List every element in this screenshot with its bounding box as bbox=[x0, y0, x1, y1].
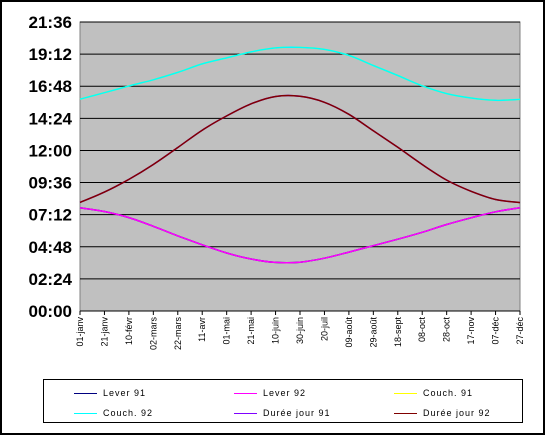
x-tick-label: 21-janv bbox=[99, 317, 109, 347]
x-tick-label: 01-mai bbox=[222, 317, 232, 345]
legend-item-couch-91: Couch. 91 bbox=[394, 386, 473, 400]
y-tick-label: 12:00 bbox=[29, 141, 72, 160]
x-tick-label: 20-juil bbox=[319, 317, 329, 341]
x-tick-label: 29-août bbox=[368, 317, 378, 348]
legend-swatch bbox=[234, 412, 257, 414]
x-tick-label: 08-oct bbox=[417, 317, 427, 343]
legend-label: Durée jour 92 bbox=[423, 408, 491, 418]
y-tick-label: 21:36 bbox=[29, 13, 72, 32]
series-line-dur-e-jour-92 bbox=[79, 94, 521, 204]
series-line-couch-92 bbox=[79, 46, 521, 102]
x-tick-label: 17-nov bbox=[466, 317, 476, 345]
legend-item-couch-92: Couch. 92 bbox=[74, 406, 153, 420]
y-tick-label: 16:48 bbox=[29, 77, 72, 96]
y-tick-label: 19:12 bbox=[29, 45, 72, 64]
x-tick-label: 18-sept bbox=[393, 317, 403, 348]
y-tick-label: 07:12 bbox=[29, 206, 72, 225]
y-tick-label: 14:24 bbox=[29, 109, 73, 128]
legend-item-lever-91: Lever 91 bbox=[74, 386, 146, 400]
legend-label: Couch. 91 bbox=[423, 388, 474, 398]
legend-label: Couch. 92 bbox=[103, 408, 154, 418]
legend-swatch bbox=[74, 392, 97, 394]
x-tick-label: 22-mars bbox=[173, 317, 183, 351]
x-tick-label: 09-août bbox=[344, 317, 354, 348]
y-tick-label: 09:36 bbox=[29, 174, 72, 193]
x-tick-label: 30-juin bbox=[295, 317, 305, 344]
legend-swatch bbox=[74, 412, 97, 414]
x-tick-label: 10-févr bbox=[124, 317, 134, 345]
legend-item-duree-jour-92: Durée jour 92 bbox=[394, 406, 491, 420]
x-tick-label: 02-mars bbox=[148, 317, 158, 351]
x-tick-label: 28-oct bbox=[442, 317, 452, 343]
y-tick-label: 04:48 bbox=[29, 238, 72, 257]
y-axis-ticks: 00:00 02:24 04:48 07:12 09:36 12:00 14:24 16:48… bbox=[29, 13, 73, 321]
legend-swatch bbox=[234, 392, 257, 394]
legend-label: Lever 91 bbox=[103, 388, 147, 398]
legend: Lever 91 Lever 92 Couch. 91 Couch. 92 Du… bbox=[43, 379, 523, 423]
x-tick-label: 01-janv bbox=[75, 317, 85, 347]
x-tick-label: 07-déc bbox=[491, 317, 501, 345]
legend-swatch bbox=[394, 412, 417, 414]
legend-label: Lever 92 bbox=[263, 388, 307, 398]
x-tick-label: 10-juin bbox=[271, 317, 281, 344]
series-lines bbox=[79, 46, 521, 264]
legend-label: Durée jour 91 bbox=[263, 408, 331, 418]
x-axis-ticks: 01-janv 21-janv 10-févr 02-mars 22-mars 11-av… bbox=[75, 311, 525, 350]
x-tick-label: 27-déc bbox=[515, 317, 525, 345]
x-tick-label: 21-mai bbox=[246, 317, 256, 345]
legend-swatch bbox=[394, 392, 417, 394]
y-tick-label: 00:00 bbox=[29, 302, 72, 321]
y-tick-label: 02:24 bbox=[29, 270, 73, 289]
x-tick-label: 11-avr bbox=[197, 317, 207, 342]
series-line-lever-92 bbox=[79, 207, 521, 264]
plot-area bbox=[79, 21, 521, 312]
legend-item-duree-jour-91: Durée jour 91 bbox=[234, 406, 331, 420]
legend-item-lever-92: Lever 92 bbox=[234, 386, 306, 400]
